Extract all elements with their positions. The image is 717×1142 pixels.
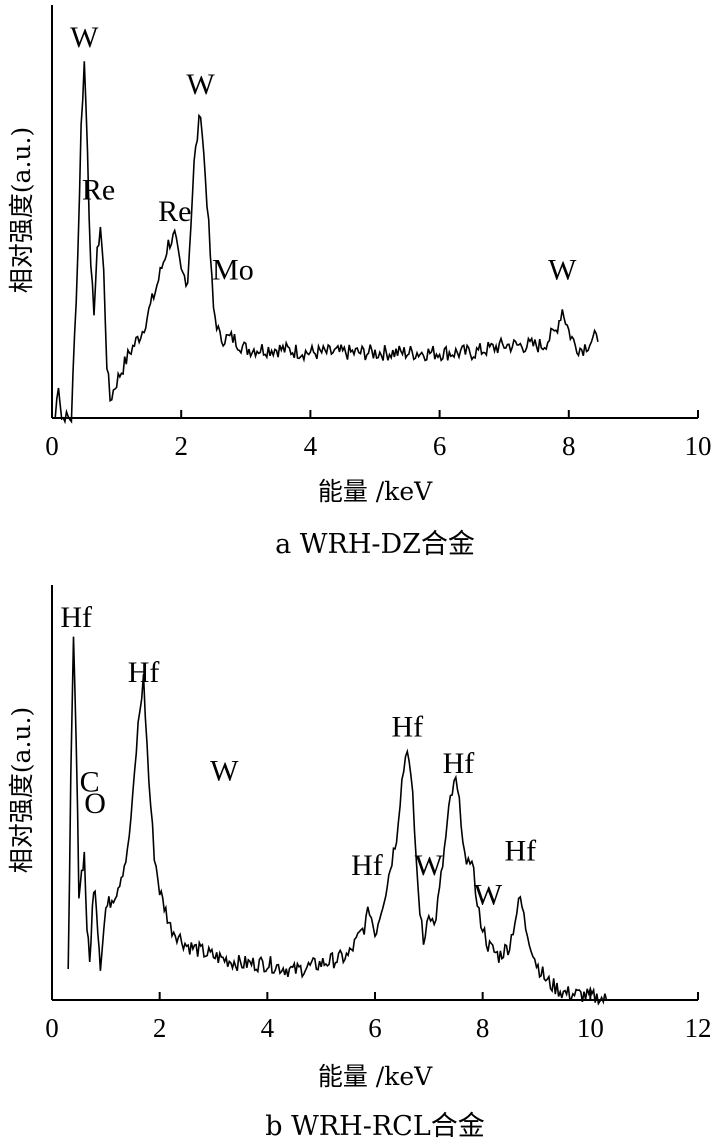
x-tick-label-a: 10 [685, 431, 712, 461]
x-tick-label-b: 10 [577, 1013, 604, 1043]
chart-panel-a: 0 2 4 6 8 10 W Re Re W Mo W 相对强度(a.u.) 能量 /keV a W… [7, 5, 712, 560]
x-tick-label-a: 4 [304, 431, 318, 461]
peak-label-a: W [186, 68, 215, 101]
x-tick-label-b: 6 [368, 1013, 382, 1043]
x-tick-label-a: 0 [45, 431, 59, 461]
peak-label-b: Hf [351, 849, 383, 882]
peak-label-b: Hf [443, 747, 475, 780]
x-axis-label-b: 能量 /keV [318, 1062, 433, 1091]
spectrum-line-a [54, 61, 599, 425]
x-tick-label-a: 2 [174, 431, 188, 461]
peak-label-a: W [70, 21, 99, 54]
peak-label-b: O [84, 787, 106, 820]
x-tick-label-a: 8 [562, 431, 576, 461]
peak-label-b: C [80, 765, 100, 798]
peak-label-b: W [474, 878, 503, 911]
caption-a: a WRH-DZ合金 [275, 529, 475, 560]
peak-label-a: Re [82, 173, 115, 206]
caption-b: b WRH-RCL合金 [265, 1111, 485, 1142]
y-axis-label-b: 相对强度(a.u.) [7, 707, 36, 873]
peak-label-a: W [548, 253, 577, 286]
peak-label-a: Re [158, 195, 191, 228]
x-tick-label-b: 0 [45, 1013, 59, 1043]
x-tick-label-b: 8 [476, 1013, 490, 1043]
peak-label-b: Hf [60, 601, 92, 634]
peak-label-b: W [415, 849, 444, 882]
x-tick-label-b: 12 [685, 1013, 712, 1043]
peak-label-b: Hf [505, 835, 537, 868]
spectrum-line-b [67, 636, 608, 1006]
x-tick-label-a: 6 [433, 431, 447, 461]
peak-label-b: Hf [391, 711, 423, 744]
x-tick-label-b: 2 [153, 1013, 167, 1043]
peak-label-b: W [210, 754, 239, 787]
peak-label-b: Hf [128, 656, 160, 689]
x-tick-label-b: 4 [261, 1013, 275, 1043]
peak-label-a: Mo [212, 253, 254, 286]
y-axis-label-a: 相对强度(a.u.) [7, 127, 36, 293]
x-axis-label-a: 能量 /keV [318, 477, 433, 506]
